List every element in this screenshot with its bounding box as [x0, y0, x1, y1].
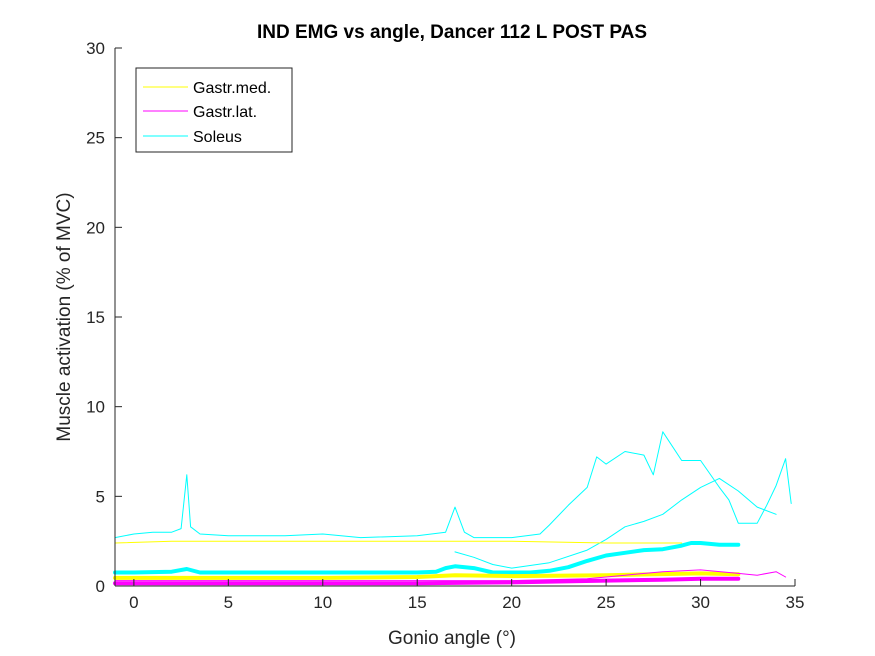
legend-box — [135, 67, 293, 153]
x-tick-label: 20 — [502, 593, 521, 612]
y-tick-label: 15 — [86, 308, 105, 327]
y-tick-label: 20 — [86, 218, 105, 237]
series-line-gastr-med-mean-4 — [113, 571, 741, 580]
y-tick-label: 30 — [86, 39, 105, 58]
x-tick-label: 30 — [691, 593, 710, 612]
x-axis-ticks: 0 5 10 15 20 25 30 35 — [129, 579, 804, 612]
x-tick-label: 25 — [597, 593, 616, 612]
y-tick-label: 25 — [86, 129, 105, 148]
series-line-soleus-raw-1 — [454, 477, 777, 569]
x-tick-label: 5 — [224, 593, 233, 612]
x-tick-label: 0 — [129, 593, 138, 612]
y-tick-label: 10 — [86, 398, 105, 417]
legend-label-gastr-lat: Gastr.lat. — [193, 104, 257, 121]
y-axis-label: Muscle activation (% of MVC) — [54, 192, 75, 441]
y-tick-label: 0 — [96, 577, 105, 596]
y-axis-ticks: 0 5 10 15 20 25 30 — [86, 39, 122, 596]
x-tick-label: 15 — [408, 593, 427, 612]
x-tick-label: 35 — [786, 593, 805, 612]
chart-title: IND EMG vs angle, Dancer 112 L POST PAS — [257, 22, 647, 43]
x-tick-label: 10 — [313, 593, 332, 612]
y-tick-label: 5 — [96, 487, 105, 506]
legend: Gastr.med. Gastr.lat. Soleus — [135, 67, 293, 153]
series-line-soleus-mean-2 — [113, 541, 741, 575]
legend-label-soleus: Soleus — [193, 129, 242, 146]
series-line-gastr-med-raw-3 — [114, 540, 683, 544]
legend-label-gastr-med: Gastr.med. — [193, 80, 271, 97]
x-axis-label: Gonio angle (°) — [388, 628, 516, 649]
series-line-soleus-raw-0 — [114, 431, 792, 539]
